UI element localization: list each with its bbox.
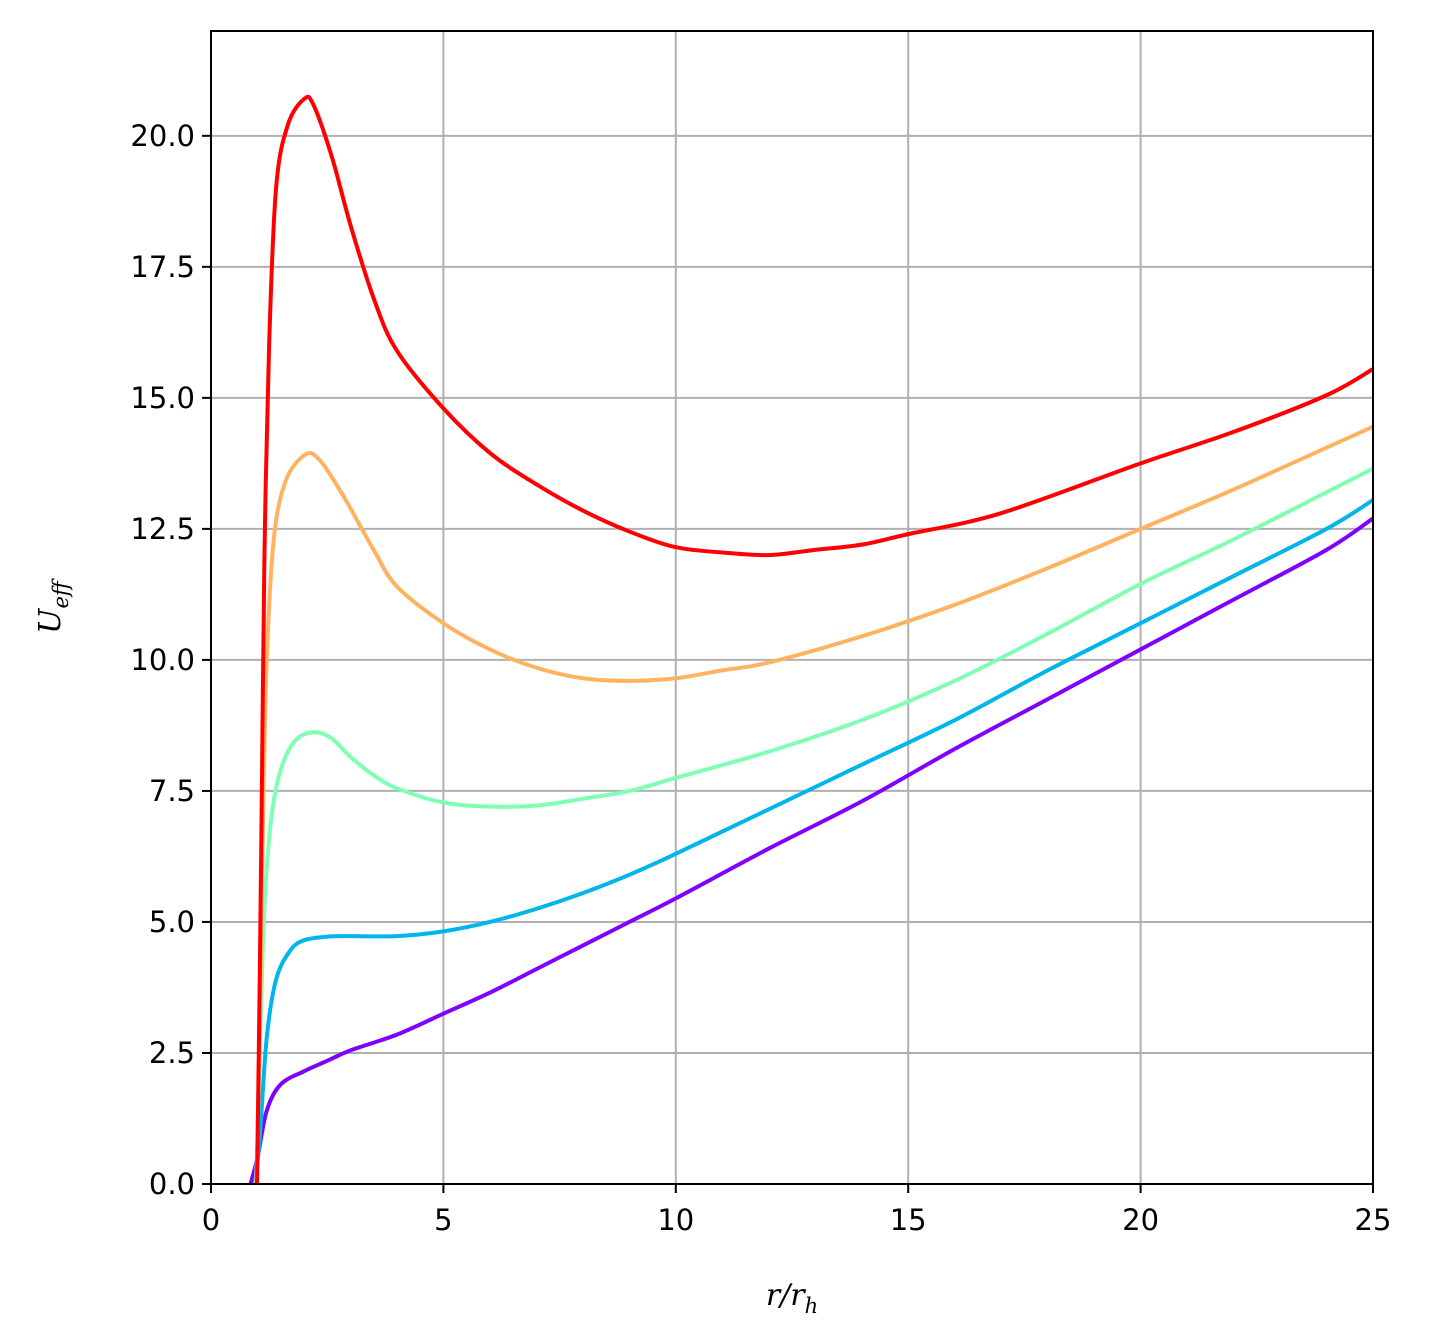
plot-frame: [210, 30, 1374, 1185]
y-axis-label-main: U: [33, 607, 68, 634]
y-tick-label: 0.0: [149, 1167, 195, 1201]
x-tick-label: 25: [1355, 1203, 1392, 1237]
grid: [210, 31, 1374, 1185]
x-axis-label: r/rh: [766, 1278, 818, 1318]
y-tick-label: 10.0: [130, 643, 195, 677]
x-tick-label: 0: [202, 1203, 220, 1237]
y-tick-label: 2.5: [149, 1036, 195, 1070]
series-layer: [248, 94, 1373, 1184]
x-tick-label: 5: [434, 1203, 452, 1237]
y-axis-label-sub: eff: [49, 578, 73, 608]
y-tick-label: 15.0: [130, 381, 195, 415]
series-line-4: [254, 424, 1373, 1184]
x-axis-label-main: r/r: [766, 1278, 806, 1313]
x-tick-label: 20: [1122, 1203, 1159, 1237]
y-tick-label: 12.5: [130, 512, 195, 546]
series-line-2: [253, 498, 1373, 1184]
ticks: 0 5 10 15 20 25 0.0 2.5 5.0 7.5 10.0 12.5 15.0 17.5 20…: [130, 119, 1391, 1237]
y-tick-label: 5.0: [149, 905, 195, 939]
y-tick-label: 20.0: [130, 119, 195, 153]
y-tick-label: 17.5: [130, 250, 195, 284]
series-line-1: [248, 516, 1373, 1184]
series-line-5: [255, 94, 1373, 1184]
y-tick-label: 7.5: [149, 774, 195, 808]
x-tick-label: 10: [657, 1203, 694, 1237]
y-axis-label: Ueff: [33, 578, 73, 634]
x-axis-label-sub: h: [805, 1294, 819, 1318]
x-tick-label: 15: [890, 1203, 927, 1237]
series-line-3: [254, 466, 1373, 1184]
